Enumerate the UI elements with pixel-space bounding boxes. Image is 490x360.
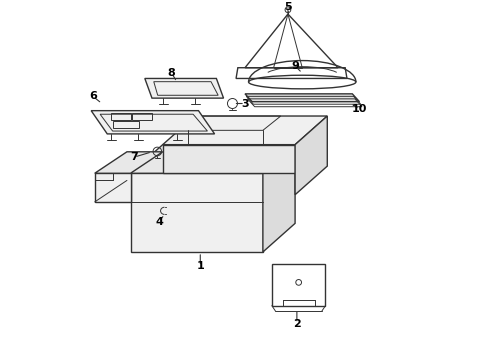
Text: 4: 4 xyxy=(155,217,163,226)
Text: 2: 2 xyxy=(293,319,301,329)
Bar xyxy=(113,121,140,128)
Polygon shape xyxy=(91,111,215,134)
Text: 10: 10 xyxy=(352,104,367,114)
Text: 7: 7 xyxy=(130,152,138,162)
Polygon shape xyxy=(95,173,130,202)
Polygon shape xyxy=(130,145,295,173)
Text: 8: 8 xyxy=(168,68,175,78)
Polygon shape xyxy=(263,145,295,252)
Polygon shape xyxy=(95,152,163,173)
Bar xyxy=(132,113,152,120)
Polygon shape xyxy=(163,116,327,145)
Polygon shape xyxy=(163,145,295,173)
Polygon shape xyxy=(130,173,263,252)
Text: 5: 5 xyxy=(284,2,292,12)
Text: 1: 1 xyxy=(196,261,204,271)
Polygon shape xyxy=(145,78,223,98)
Text: 6: 6 xyxy=(89,91,97,102)
Text: 3: 3 xyxy=(241,99,249,108)
Bar xyxy=(111,113,130,120)
Polygon shape xyxy=(245,94,360,102)
Polygon shape xyxy=(295,116,327,195)
Text: 9: 9 xyxy=(291,61,299,71)
